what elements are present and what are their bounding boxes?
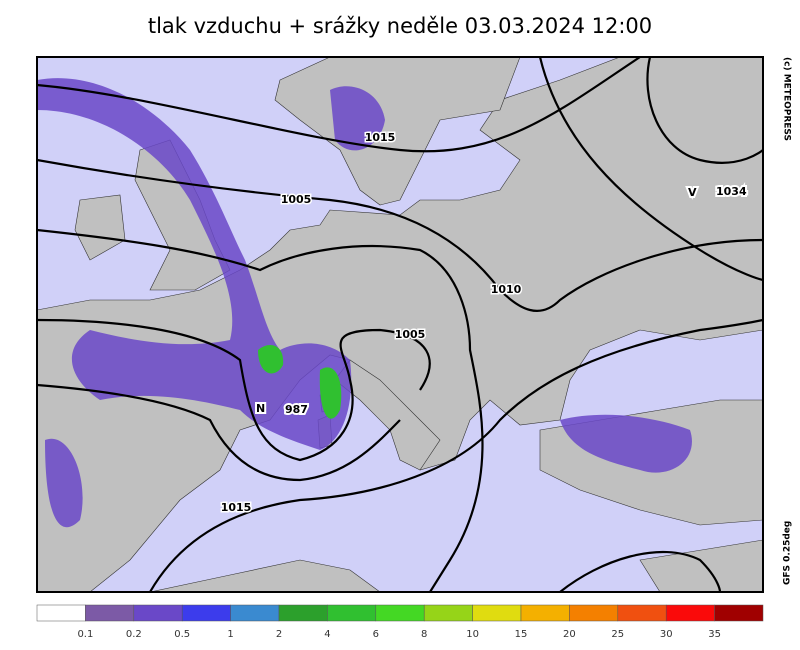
isobar	[538, 57, 763, 282]
legend-label: 0.2	[126, 629, 142, 640]
legend-label: 8	[421, 629, 427, 640]
isobar-label: 1010	[491, 283, 522, 296]
legend-swatch	[133, 604, 183, 622]
isobar-label: 1005	[281, 193, 312, 206]
legend-label: 0.5	[174, 629, 190, 640]
legend-swatch	[375, 604, 425, 622]
map: 1015 1005 1010 1005 1015 N 987 V 1034	[37, 57, 763, 592]
legend-label: 1	[227, 629, 233, 640]
legend-swatch	[617, 604, 667, 622]
legend-label: 30	[660, 629, 673, 640]
legend: 0.1 0.2 0.5 1 2 4 6 8 10 15 20 25 30 35	[36, 604, 764, 640]
isobar	[646, 57, 763, 164]
copyright: (c) METEOPRESS	[782, 57, 792, 141]
isobar	[37, 383, 401, 482]
isobar	[149, 318, 763, 592]
legend-label: 4	[324, 629, 330, 640]
legend-label: 2	[276, 629, 282, 640]
legend-swatch	[423, 604, 473, 622]
land	[74, 194, 126, 261]
precipitation-heavy	[258, 345, 342, 419]
legend-swatch	[327, 604, 377, 622]
low-letter: N	[256, 402, 265, 415]
high-letter: V	[688, 186, 697, 199]
isobar-label: 1005	[395, 328, 426, 341]
land	[37, 539, 763, 592]
legend-label: 25	[611, 629, 624, 640]
legend-swatch	[569, 604, 619, 622]
legend-label: 0.1	[77, 629, 93, 640]
isobar	[37, 318, 431, 462]
legend-label: 35	[708, 629, 721, 640]
map-frame	[36, 56, 764, 593]
legend-swatch	[520, 604, 570, 622]
isobar-label: 1015	[221, 501, 252, 514]
legend-label: 6	[373, 629, 379, 640]
legend-label: 15	[515, 629, 528, 640]
isobar	[559, 550, 722, 592]
legend-label: 20	[563, 629, 576, 640]
legend-swatch	[230, 604, 280, 622]
isobar	[37, 57, 641, 153]
title: tlak vzduchu + srážky neděle 03.03.2024 …	[148, 14, 652, 38]
isobar-label: 1015	[365, 131, 396, 144]
low-value: 987	[285, 403, 308, 416]
high-value: 1034	[716, 185, 747, 198]
legend-swatch	[472, 604, 522, 622]
isobar	[37, 228, 484, 592]
legend-swatch	[36, 604, 86, 622]
legend-swatch	[665, 604, 715, 622]
legend-label: 10	[466, 629, 479, 640]
legend-swatch	[714, 604, 764, 622]
legend-swatch	[181, 604, 231, 622]
isobar	[37, 158, 763, 312]
legend-swatch	[278, 604, 328, 622]
legend-swatch	[85, 604, 135, 622]
model-credit: GFS 0.25deg	[783, 521, 793, 585]
